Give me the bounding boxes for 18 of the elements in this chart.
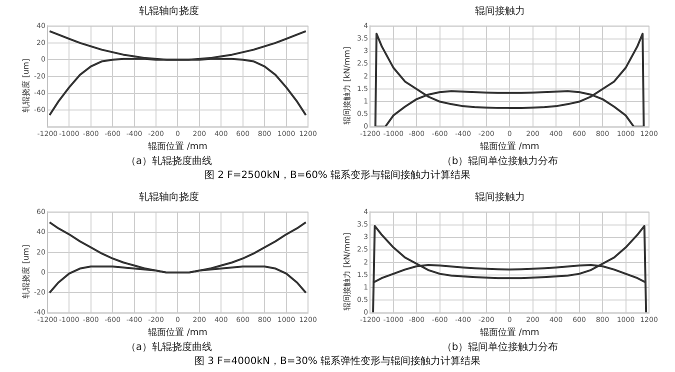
text: （a）轧辊挠度曲线: [124, 154, 214, 168]
text: （b）辊间单位接触力分布: [440, 154, 560, 168]
x-axis-title: 辊面位置 /mm: [480, 140, 540, 152]
x-axis-title: 辊面位置 /mm: [480, 326, 540, 338]
x-axis-title: 辊面位置 /mm: [148, 326, 208, 338]
caption: 图 2 F=2500kN，B=60% 辊系变形与辊间接触力计算结果: [203, 168, 472, 182]
caption: 图 3 F=4000kN，B=30% 辊系弹性变形与辊间接触力计算结果: [193, 354, 482, 368]
chart-title: 辊间接触力: [474, 190, 526, 204]
y-axis-title: 辊间接触力 [kN/mm]: [342, 232, 352, 312]
chart-title: 轧辊轴向挠度: [138, 190, 200, 204]
x-axis-title: 辊面位置 /mm: [148, 140, 208, 152]
text: （a）轧辊挠度曲线: [124, 340, 214, 354]
y-axis-title: 轧辊挠度 [um]: [20, 244, 32, 300]
text: （b）辊间单位接触力分布: [440, 340, 560, 354]
chart-title: 轧辊轴向挠度: [138, 4, 200, 18]
chart-title: 辊间接触力: [474, 4, 526, 18]
y-axis-title: 辊间接触力 [kN/mm]: [342, 46, 352, 126]
y-axis-title: 轧辊挠度 [um]: [20, 58, 32, 114]
